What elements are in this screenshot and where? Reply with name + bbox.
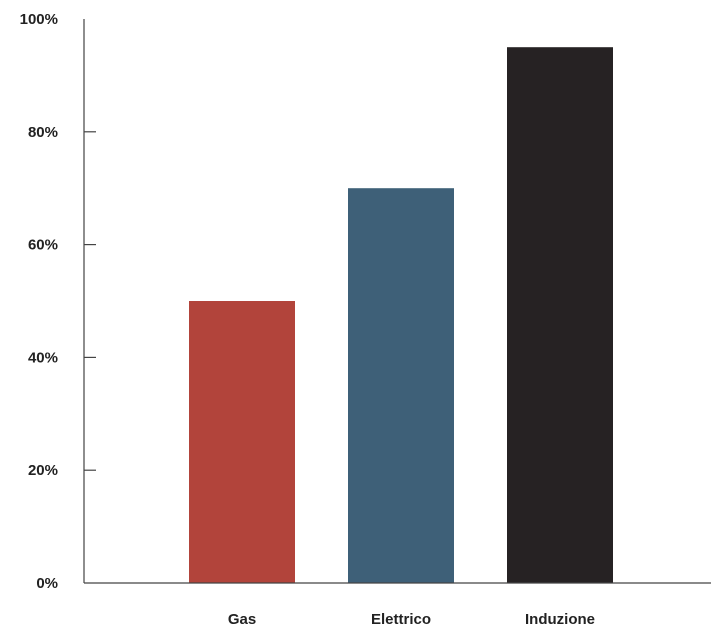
y-tick-label: 20%: [28, 462, 58, 479]
bar-elettrico: [348, 188, 454, 583]
bar-gas: [189, 301, 295, 583]
y-tick-label: 40%: [28, 349, 58, 366]
y-tick-label: 80%: [28, 124, 58, 141]
bar-induzione: [507, 47, 613, 583]
x-axis-labels: Gas Elettrico Induzione: [228, 611, 595, 626]
x-category-label: Gas: [228, 611, 256, 626]
x-category-label: Induzione: [525, 611, 595, 626]
y-tick-label: 100%: [20, 11, 58, 28]
bars: [189, 47, 613, 583]
y-tick-label: 0%: [36, 575, 58, 592]
x-category-label: Elettrico: [371, 611, 431, 626]
y-tick-label: 60%: [28, 237, 58, 254]
y-axis-ticks: 0% 20% 40% 60% 80% 100%: [20, 11, 96, 592]
